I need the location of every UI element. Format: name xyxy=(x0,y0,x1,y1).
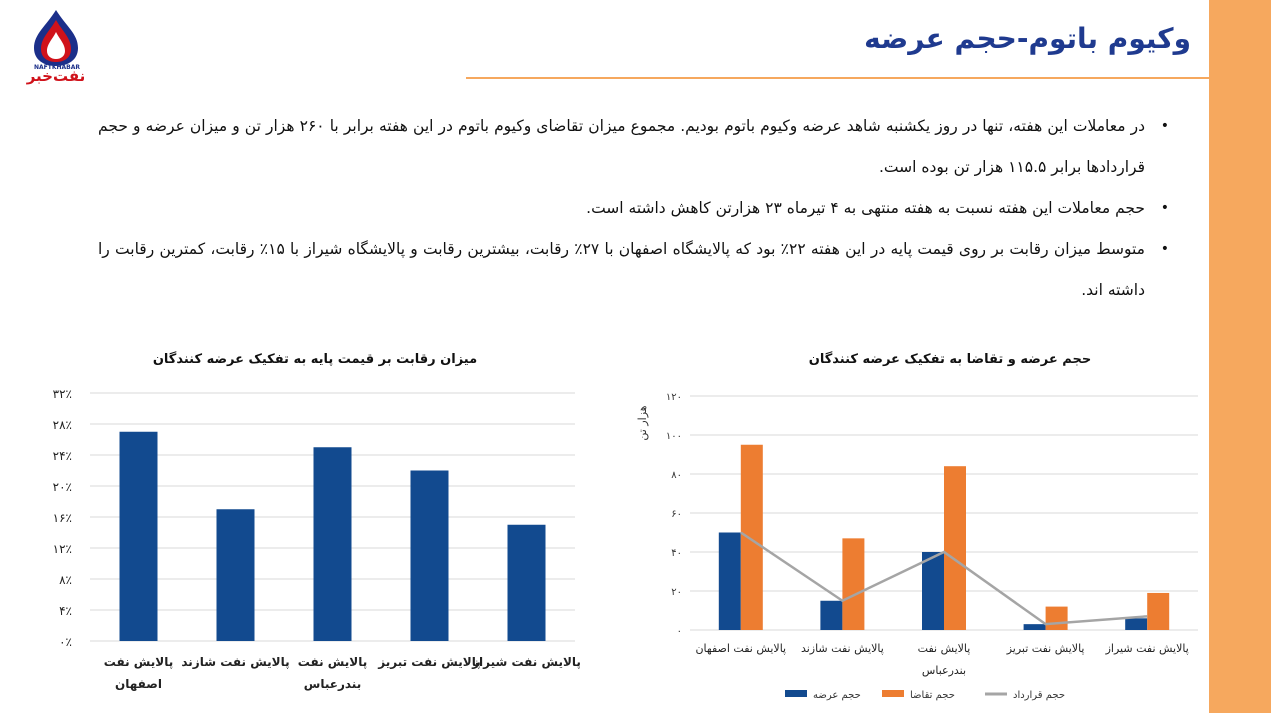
x-tick-label: پالایش نفت تبریز xyxy=(1006,642,1085,655)
x-tick-label: بندرعباس xyxy=(304,677,361,691)
bar xyxy=(740,444,763,630)
legend-label: حجم عرضه xyxy=(813,690,861,701)
bar xyxy=(410,470,449,641)
bar xyxy=(1023,624,1046,630)
logo-subtitle: NAFTKHABAR xyxy=(34,64,81,71)
y-tick-label: ۲۸٪ xyxy=(53,418,72,432)
y-tick-label: ۴۰ xyxy=(671,548,682,559)
y-tick-label: ۱۰۰ xyxy=(666,431,682,442)
y-tick-label: ۴٪ xyxy=(59,604,72,618)
bar xyxy=(922,552,944,630)
x-tick-label: پالایش نفت شیراز xyxy=(1105,642,1189,655)
x-tick-label: پالایش نفت xyxy=(298,655,367,669)
bar xyxy=(119,431,158,641)
chart2-title: حجم عرضه و تقاضا به تفکیک عرضه کنندگان xyxy=(808,352,1092,367)
contract-line xyxy=(740,531,1148,626)
legend-label: حجم قرارداد xyxy=(1013,690,1065,701)
logo-text: نفت‌خبر xyxy=(26,67,86,85)
bar xyxy=(1147,592,1170,630)
bar xyxy=(1125,618,1148,630)
flame-logo-icon xyxy=(34,10,78,66)
competition-bar-chart: ۰٪ ۴٪ ۸٪ ۱۲٪ ۱۶٪ ۲۰٪ ۲۴٪ ۲۸٪ ۳۲٪ پالایش نفت اصفهان… xyxy=(53,387,580,691)
x-tick-label: اصفهان xyxy=(115,677,162,691)
legend-label: حجم تقاضا xyxy=(910,690,955,701)
y-tick-label: ۲۰ xyxy=(671,587,682,598)
bar xyxy=(718,532,741,630)
x-tick-label: پالایش نفت تبریز xyxy=(377,655,480,669)
x-tick-label: بندرعباس xyxy=(922,664,966,677)
bar xyxy=(313,447,352,641)
y-tick-label: ۰٪ xyxy=(59,635,72,649)
bar xyxy=(507,524,546,641)
bullet-text: متوسط میزان رقابت بر روی قیمت پایه در ای… xyxy=(98,240,1145,299)
x-tick-label: پالایش نفت شازند xyxy=(801,642,884,655)
page-title: وکیوم باتوم-حجم عرضه xyxy=(864,22,1191,55)
y-tick-label: ۰ xyxy=(677,626,682,637)
y-tick-label: ۸٪ xyxy=(59,573,72,587)
bullet-dot: • xyxy=(1160,241,1169,257)
title-underline xyxy=(466,77,1209,79)
bullet-dot: • xyxy=(1160,200,1169,216)
y-axis-label: هزار تن xyxy=(636,405,649,440)
y-tick-label: ۶۰ xyxy=(671,509,682,520)
legend-swatch xyxy=(785,690,807,697)
y-tick-label: ۱۶٪ xyxy=(53,511,72,525)
bullet-item: • در معاملات این هفته، تنها در روز یکشنبه… xyxy=(98,106,1173,188)
x-tick-label: پالایش نفت xyxy=(918,642,971,655)
x-tick-label: پالایش نفت شازند xyxy=(181,655,289,669)
y-tick-label: ۳۲٪ xyxy=(53,387,72,401)
side-accent-bar xyxy=(1209,0,1271,713)
x-tick-label: پالایش نفت شیراز xyxy=(471,655,580,669)
legend-swatch xyxy=(882,690,904,697)
bullet-text: در معاملات این هفته، تنها در روز یکشنبه … xyxy=(98,117,1145,176)
logo: NAFTKHABAR نفت‌خبر xyxy=(26,8,86,88)
bullet-dot: • xyxy=(1160,118,1169,134)
supply-demand-chart: ۰ ۲۰ ۴۰ ۶۰ ۸۰ ۱۰۰ ۱۲۰ هزار تن پالایش نفت اصفهان پ… xyxy=(636,392,1198,701)
y-tick-label: ۱۲٪ xyxy=(53,542,72,556)
bar xyxy=(944,466,966,630)
y-tick-label: ۲۰٪ xyxy=(53,480,72,494)
y-tick-label: ۲۴٪ xyxy=(53,449,72,463)
y-tick-label: ۸۰ xyxy=(671,470,682,481)
bullet-item: • حجم معاملات این هفته نسبت به هفته منتهی… xyxy=(98,188,1173,229)
bar xyxy=(842,538,865,630)
bullet-text: حجم معاملات این هفته نسبت به هفته منتهی … xyxy=(586,199,1145,217)
bar xyxy=(216,509,255,641)
bar xyxy=(820,600,843,630)
bullet-list: • در معاملات این هفته، تنها در روز یکشنبه… xyxy=(98,106,1173,311)
x-tick-label: پالایش نفت اصفهان xyxy=(695,642,786,655)
bullet-item: • متوسط میزان رقابت بر روی قیمت پایه در ا… xyxy=(98,229,1173,311)
chart1-title: میزان رقابت بر قیمت پایه به تفکیک عرضه ک… xyxy=(152,352,478,367)
bar xyxy=(1045,606,1068,630)
y-tick-label: ۱۲۰ xyxy=(666,392,682,403)
x-tick-label: پالایش نفت xyxy=(104,655,173,669)
